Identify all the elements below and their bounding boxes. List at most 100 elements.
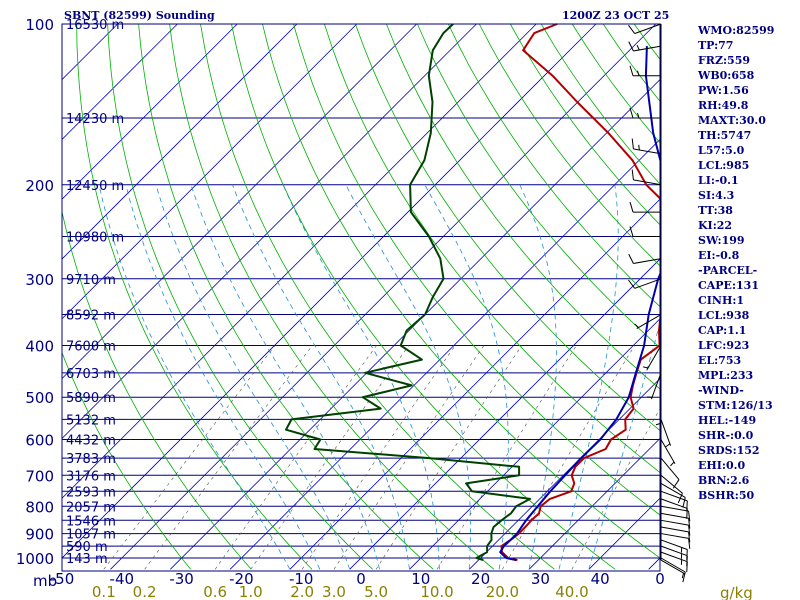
stability-index: SI:4.3 [698,189,734,202]
moist-adiabat [232,184,410,570]
wind-barb-staff [660,551,688,563]
mixing-ratio-line [214,345,377,570]
stability-index: KI:22 [698,219,732,232]
wind-barb-feather [688,511,691,522]
stability-index: WMO:82599 [697,24,774,37]
mixing-ratio-line [144,345,313,570]
wind-barb-feather [631,138,634,149]
wind-barb-feather [629,226,634,237]
isotherm-line [170,79,660,570]
isotherm-line [349,258,660,570]
dewpoint-line [285,23,532,562]
mixing-ratio-tick-label: 0.2 [133,583,157,600]
wind-barb-half-feather [637,112,640,119]
stability-index: BRN:2.6 [698,474,750,487]
dry-adiabat [62,351,192,570]
pressure-unit-label: mb [33,572,57,590]
wind-barb [628,278,662,289]
mixing-ratio-line [333,345,485,570]
temperature-tick-label: -50 [50,570,75,588]
height-label: 590 m [66,540,108,555]
wind-barb [660,559,686,579]
stability-index: SW:199 [698,234,745,247]
stability-index: BSHR:50 [698,489,754,502]
mixing-ratio-line [502,345,635,570]
height-label: 7600 m [66,340,116,355]
wind-barb-staff [660,512,689,519]
dry-adiabat [62,209,252,570]
temperature-tick-label: -30 [169,570,194,588]
wind-barb-feather [672,479,680,489]
height-label: 8592 m [66,309,116,324]
height-label: 2593 m [66,485,116,500]
height-label: 4432 m [66,434,116,449]
mixing-ratio-line [301,345,456,570]
pressure-tick-label: 700 [25,467,54,485]
stability-indices: WMO:82599 TP:77 FRZ:559 WB0:658 PW:1.56 RH:49… [697,24,774,502]
wind-barb-feather [631,169,634,180]
isotherm-line [62,23,597,559]
mixing-ratio-tick-label: 40.0 [555,583,588,600]
stability-index: EHI:0.0 [698,459,745,472]
wind-barb-feather [628,24,636,34]
wind-barb-half-feather [637,70,640,76]
isotherm-line [528,437,660,570]
moist-adiabat [424,184,509,570]
mixing-ratio-line [375,345,523,570]
stability-index: SRDS:152 [698,444,760,457]
mixing-ratio-tick-label: 0.6 [203,583,227,600]
wind-barb-half-feather [681,572,685,579]
mixing-ratio-line [571,408,660,570]
dry-adiabat [417,23,660,349]
wind-barb-staff [660,533,689,539]
dry-adiabat [107,23,373,570]
dry-adiabat [138,23,434,570]
isotherm-line [110,23,657,570]
pressure-tick-label: 400 [25,338,54,356]
stability-index: L57:5.0 [698,144,745,157]
isotherm-line [62,23,417,380]
wind-barb-half-feather [655,422,662,426]
dry-adiabat [447,23,660,308]
dry-adiabat [478,23,660,267]
isotherm-line [62,23,537,499]
temperature-line [500,23,660,562]
stability-index: WB0:658 [697,69,755,82]
wind-barb-feather [628,253,634,264]
stability-index: TT:38 [698,204,733,217]
wind-barb-staff [660,439,676,465]
isotherm-line [229,138,660,570]
pressure-tick-label: 800 [25,498,54,516]
wind-barb [634,314,662,329]
wind-barb-half-feather [636,45,640,51]
moist-adiabat [125,184,321,570]
height-label: 14230 m [66,112,124,127]
wind-barb [655,397,662,426]
height-label: 1546 m [66,514,116,529]
dry-adiabat [262,23,660,559]
stability-index: LCL:985 [698,159,749,172]
wind-barb [629,226,661,237]
temperature-tick-label: 0 [655,570,665,588]
dry-adiabat [169,23,495,570]
wind-barb-staff [633,179,662,186]
wind-barb [631,169,662,186]
height-label: 2057 m [66,500,116,515]
wind-barb-feather [682,497,686,508]
stability-index: TP:77 [698,39,733,52]
moist-adiabat [98,184,291,570]
stability-index: RH:49.8 [698,99,749,112]
wind-barb-staff [636,314,662,329]
wind-barb-staff [633,45,662,52]
wind-barb [628,253,662,264]
dry-adiabat [386,23,660,390]
wind-barb-staff [660,545,688,557]
mixing-ratio-tick-label: 3.0 [322,583,346,600]
wind-barb-staff [650,372,662,400]
mixing-ratio-line [103,345,276,570]
wind-barb-feather [628,279,636,289]
wind-barb-staff [660,559,686,575]
isotherm-line [62,23,178,140]
wind-barb [629,65,661,77]
